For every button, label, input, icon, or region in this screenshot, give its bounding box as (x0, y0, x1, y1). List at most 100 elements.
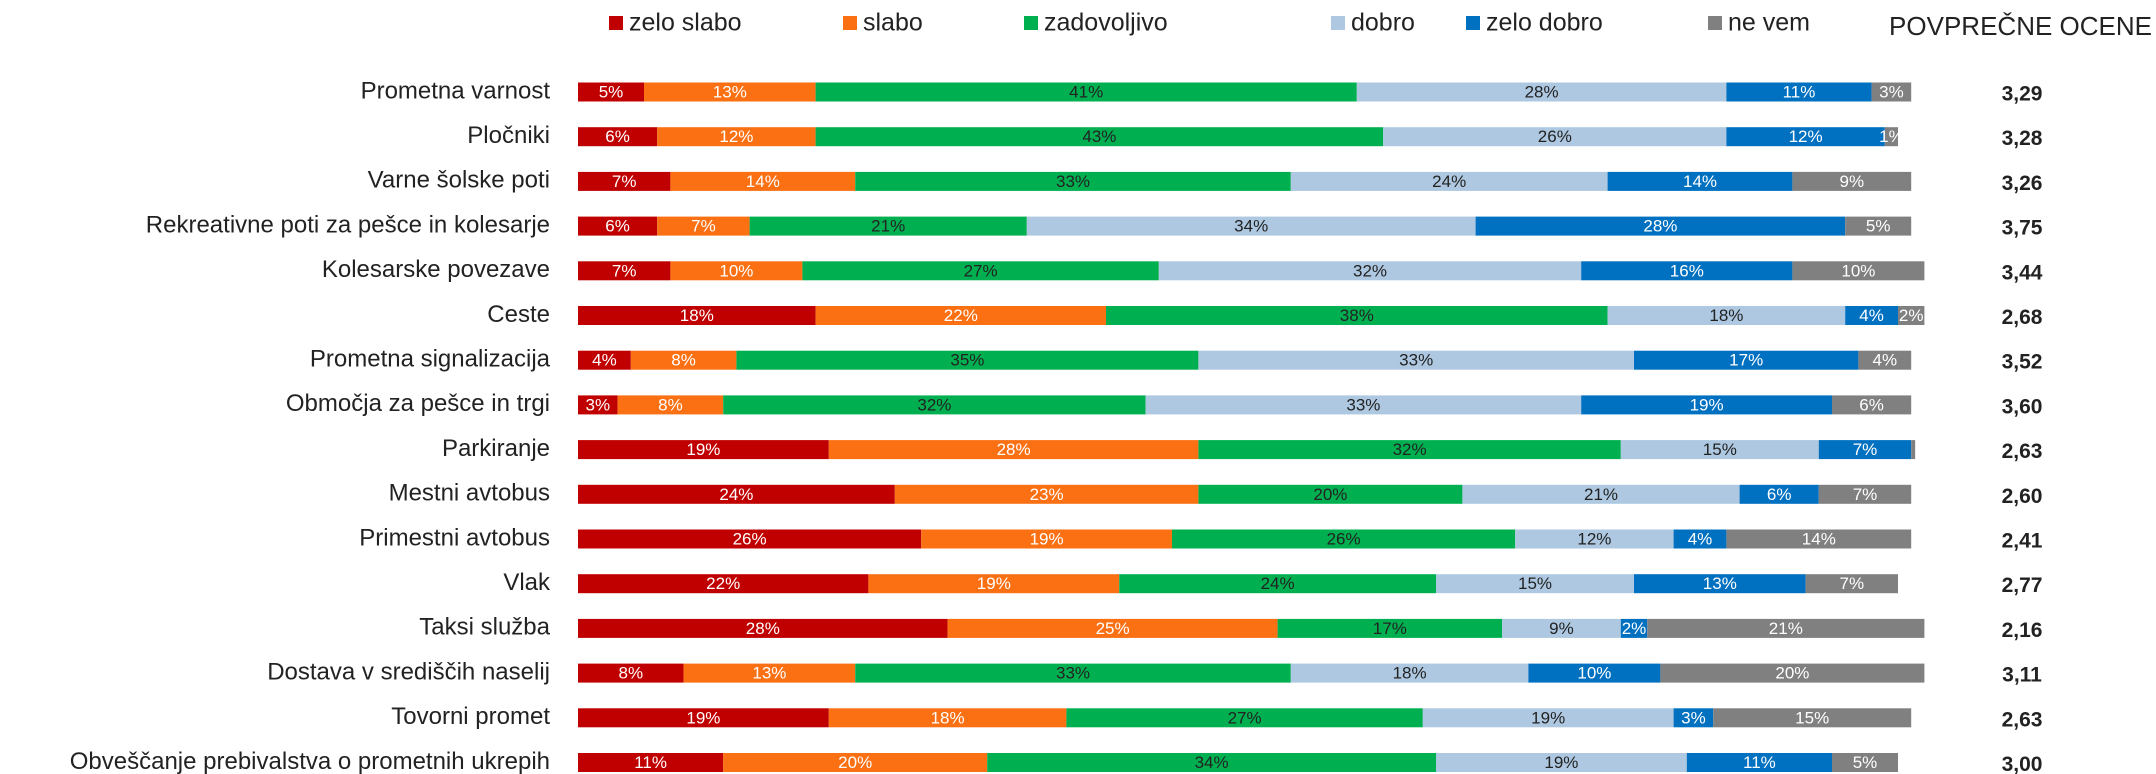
bar-segment (947, 618, 1278, 638)
bar-segment (578, 708, 829, 728)
bar-segment (644, 82, 816, 102)
value-label: 18% (680, 306, 714, 325)
bar-segment (1634, 350, 1859, 370)
value-label: 12% (719, 127, 753, 146)
value-label: 10% (719, 261, 753, 280)
value-label: 7% (612, 172, 637, 191)
value-label: 11% (1783, 82, 1816, 101)
bar-segment (670, 261, 803, 281)
value-label: 20% (838, 753, 872, 772)
value-label: 34% (1234, 217, 1268, 236)
bar-segment (1106, 306, 1608, 325)
value-label: 3% (1879, 82, 1904, 101)
value-label: 5% (1866, 217, 1891, 236)
value-label: 11% (634, 753, 667, 772)
bar-segment (894, 484, 1199, 504)
value-label: 18% (1393, 664, 1427, 683)
average-label: 3,75 (2002, 217, 2043, 240)
bar-segment (1805, 574, 1898, 594)
value-label: 13% (1703, 574, 1737, 593)
value-label: 7% (1853, 440, 1878, 459)
average-label: 2,68 (2002, 306, 2043, 329)
value-label: 13% (752, 664, 786, 683)
bar-segment (578, 618, 948, 638)
value-label: 41% (1069, 82, 1103, 101)
category-label: Prometna varnost (361, 77, 551, 104)
average-label: 3,26 (2002, 172, 2043, 195)
bar-segment (1607, 171, 1793, 191)
legend-swatch (1466, 16, 1480, 30)
legend-swatch (1024, 16, 1038, 30)
legend-label: ne vem (1728, 9, 1810, 37)
average-label: 3,60 (2002, 395, 2043, 418)
category-label: Obveščanje prebivalstva o prometnih ukre… (70, 748, 550, 774)
bar-segment (1726, 529, 1912, 549)
value-label: 28% (1525, 82, 1559, 101)
bar-segment (1198, 440, 1621, 460)
bar-segment (815, 127, 1384, 147)
bar-segment (1119, 574, 1436, 594)
bar-segment (578, 753, 724, 772)
category-label: Rekreativne poti za pešce in kolesarje (146, 211, 550, 238)
bar-segment (1158, 261, 1582, 281)
category-label: Varne šolske poti (368, 167, 550, 194)
average-label: 3,00 (2002, 753, 2043, 774)
value-label: 7% (612, 261, 637, 280)
value-label: 26% (733, 529, 767, 548)
value-label: 4% (592, 351, 617, 370)
value-label: 7% (1853, 485, 1878, 504)
category-label: Parkiranje (442, 435, 550, 462)
value-label: 34% (1195, 753, 1229, 772)
value-label: 8% (658, 395, 683, 414)
bar-segment (815, 82, 1357, 102)
bar-segment (1673, 708, 1714, 728)
category-label: Tovorni promet (391, 703, 550, 730)
value-label: 11% (1743, 753, 1776, 772)
value-label: 35% (950, 351, 984, 370)
bar-segment (1515, 529, 1674, 549)
bar-segment (578, 529, 922, 549)
bar-segment (1845, 216, 1912, 236)
bar-segment (1383, 127, 1727, 147)
value-label: 20% (1775, 664, 1809, 683)
value-label: 28% (746, 619, 780, 638)
bar-segment (1620, 618, 1648, 638)
average-title: POVPREČNE OCENE (1889, 11, 2152, 41)
value-label: 9% (1840, 172, 1865, 191)
value-label: 21% (1584, 485, 1618, 504)
value-label: 8% (619, 664, 644, 683)
value-label: 27% (1228, 708, 1262, 727)
value-label: 24% (719, 485, 753, 504)
bar-segment (723, 395, 1146, 415)
value-label: 10% (1841, 261, 1875, 280)
legend-swatch (843, 16, 857, 30)
bar-segment (868, 574, 1120, 594)
bar-segment (1858, 350, 1912, 370)
bar-segment (1792, 261, 1925, 281)
value-label: 6% (605, 217, 630, 236)
bar-segment (828, 708, 1067, 728)
value-label: 4% (1688, 529, 1713, 548)
bar-segment (1845, 306, 1898, 325)
bar-segment (855, 663, 1291, 683)
value-label: 19% (686, 708, 720, 727)
average-label: 3,29 (2002, 83, 2043, 106)
value-label: 43% (1082, 127, 1116, 146)
bar-segment (578, 127, 658, 147)
bar-segment (578, 484, 895, 504)
bar-segment (1726, 82, 1872, 102)
bar-segment (1581, 395, 1832, 415)
bar-segment (578, 574, 869, 594)
value-label: 33% (1346, 395, 1380, 414)
bar-segment (1145, 395, 1582, 415)
bar-segment (1290, 171, 1608, 191)
bar-segment (578, 395, 618, 415)
value-label: 16% (1670, 261, 1704, 280)
bar-segment (1581, 261, 1793, 281)
bar-segment (1356, 82, 1727, 102)
bar-segment (578, 350, 631, 370)
value-label: 4% (1873, 351, 1898, 370)
value-label: 21% (871, 217, 905, 236)
bar-segment (1660, 663, 1925, 683)
value-label: 19% (686, 440, 720, 459)
